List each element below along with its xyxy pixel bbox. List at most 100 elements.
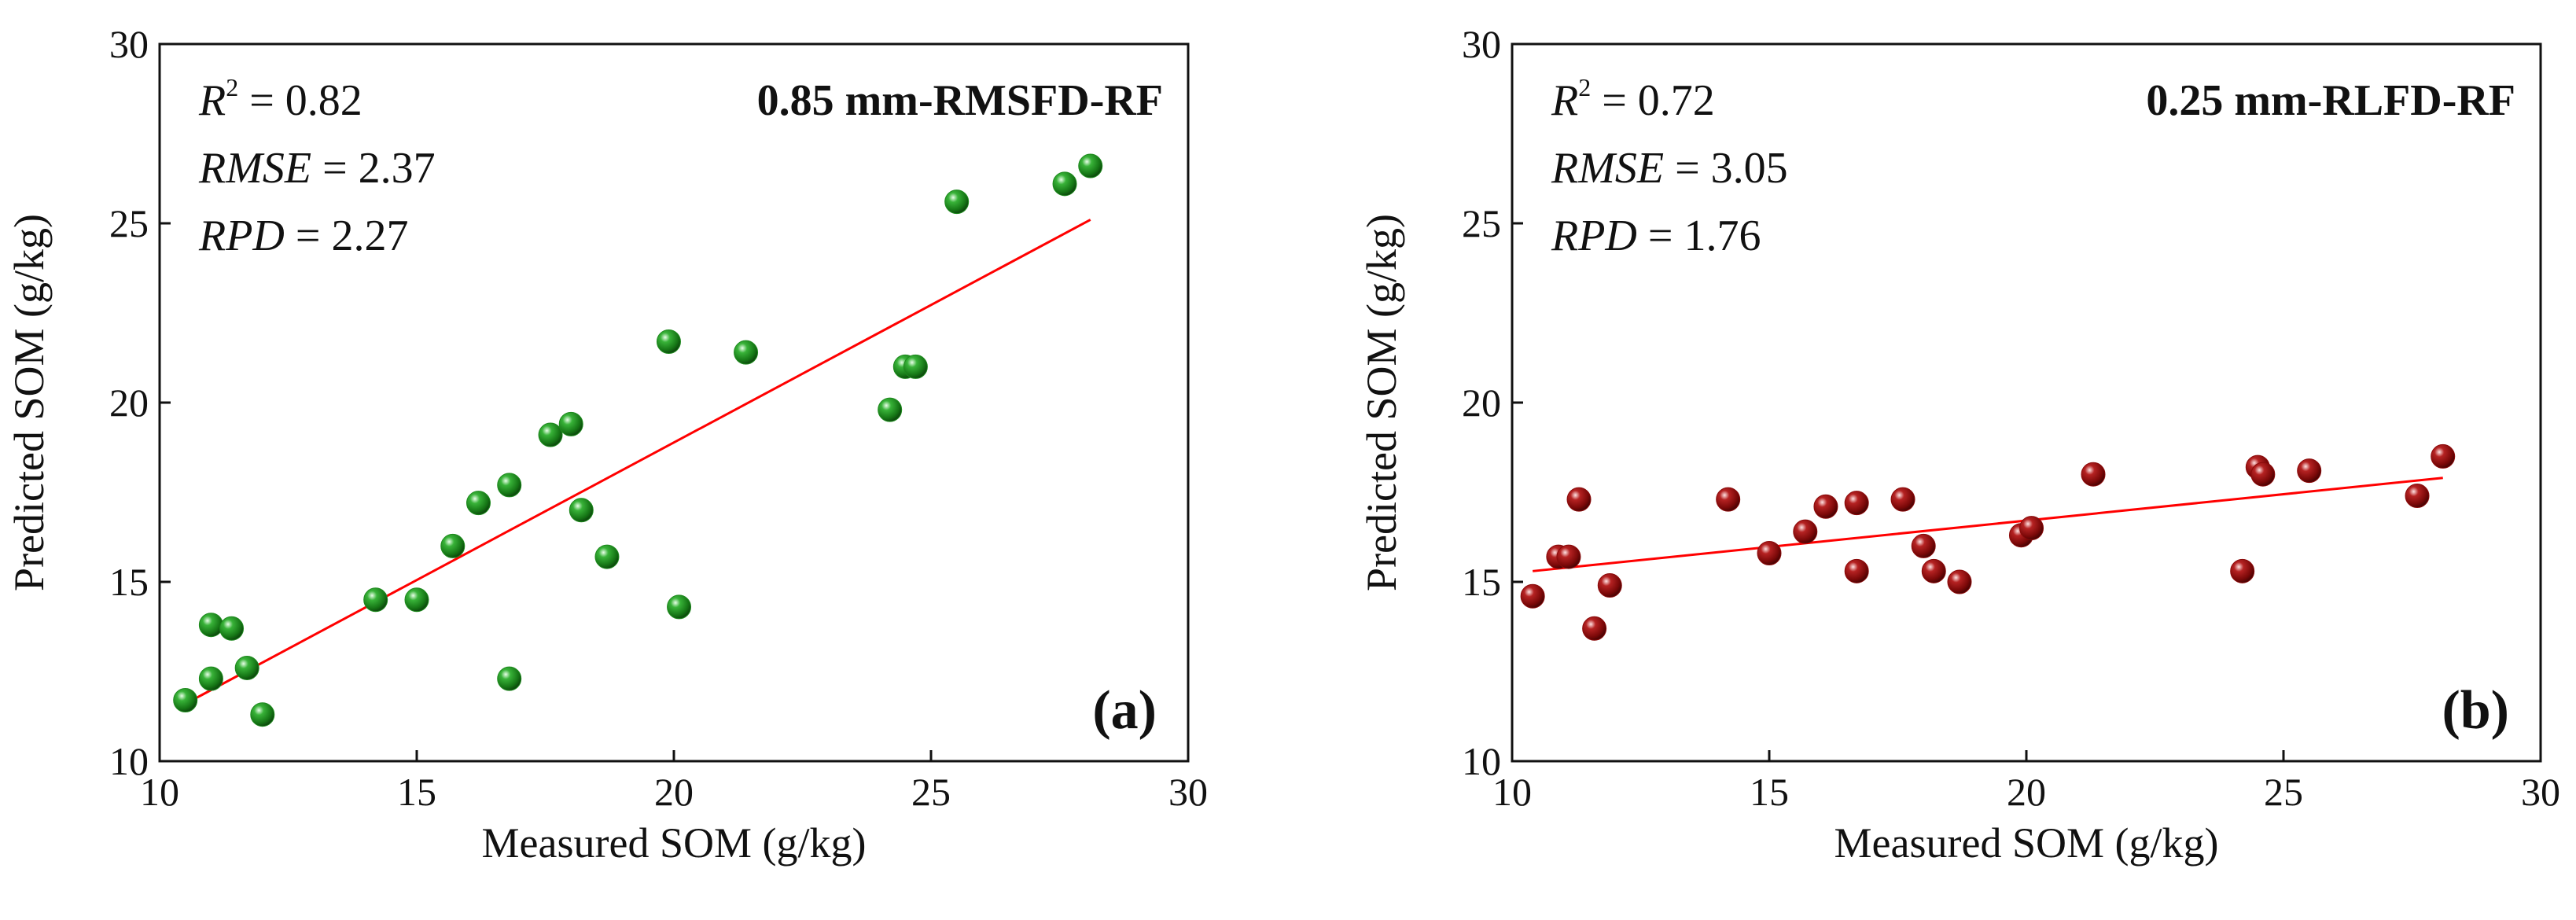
data-point [250, 702, 275, 727]
x-tick-label: 15 [397, 770, 436, 814]
r2-symbol-a: R [198, 76, 226, 125]
data-point [1716, 487, 1741, 512]
rmse-stat-b: RMSE = 3.05 [1551, 144, 1788, 193]
data-point [404, 587, 429, 613]
data-point [1947, 569, 1972, 594]
data-point [1566, 487, 1592, 512]
regression-line-b [1533, 477, 2443, 572]
model-label-b: 0.25 mm-RLFD-RF [2146, 76, 2515, 125]
r2-symbol-b: R [1551, 76, 1578, 125]
data-point [2297, 458, 2322, 484]
model-label-a: 0.85 mm-RMSFD-RF [757, 76, 1163, 125]
y-tick-label: 20 [109, 381, 149, 425]
rpd-symbol-a: RPD [198, 212, 285, 260]
y-tick-label: 15 [109, 560, 149, 604]
rpd-stat-a: RPD = 2.27 [198, 212, 408, 260]
x-tick-label: 30 [1168, 770, 1208, 814]
y-tick-label: 20 [1462, 381, 1501, 425]
data-points-b [1520, 443, 2456, 641]
y-tick-label: 25 [109, 201, 149, 245]
data-point [1844, 558, 1869, 583]
r2-superscript-b: 2 [1578, 73, 1591, 101]
x-axis-ticks-a: 10 15 20 25 30 [140, 750, 1208, 814]
y-tick-label: 10 [1462, 739, 1501, 783]
y-tick-label: 30 [1462, 22, 1501, 66]
r2-stat-b: R2 = 0.72 [1551, 73, 1715, 125]
x-tick-label: 30 [2521, 770, 2560, 814]
data-point [569, 498, 594, 523]
r2-stat-a: R2 = 0.82 [198, 73, 362, 125]
data-point [198, 666, 223, 691]
r2-value-a: = 0.82 [238, 76, 362, 125]
data-point [466, 491, 491, 516]
rmse-stat-a: RMSE = 2.37 [198, 144, 436, 193]
y-tick-label: 10 [109, 739, 149, 783]
r2-superscript-a: 2 [226, 73, 238, 101]
data-point [173, 687, 198, 712]
r2-value-b: = 0.72 [1591, 76, 1715, 125]
x-tick-label: 10 [140, 770, 179, 814]
data-point [497, 473, 522, 498]
x-tick-label: 25 [2264, 770, 2303, 814]
scatter-panel-a: 10 15 20 25 30 10 15 20 25 30 Measured SOM (g/kg… [6, 22, 1208, 867]
data-point [1052, 171, 1077, 197]
data-point [1597, 573, 1622, 598]
y-axis-title-a: Predicted SOM (g/kg) [6, 214, 53, 591]
data-points-a [173, 153, 1103, 727]
x-axis-title-b: Measured SOM (g/kg) [1834, 819, 2219, 867]
x-axis-ticks-b: 10 15 20 25 30 [1492, 750, 2560, 814]
rmse-symbol-b: RMSE [1551, 144, 1664, 193]
data-point [2250, 462, 2276, 487]
y-axis-ticks-b: 10 15 20 25 30 [1462, 22, 1523, 783]
panel-label-b: (b) [2442, 680, 2509, 741]
data-point [497, 666, 522, 691]
data-point [878, 397, 903, 422]
y-tick-label: 15 [1462, 560, 1501, 604]
data-point [1921, 558, 1946, 583]
data-point [538, 422, 563, 447]
data-point [1520, 583, 1545, 609]
y-tick-label: 30 [109, 22, 149, 66]
regression-line-a [184, 219, 1091, 705]
data-point [1757, 541, 1782, 566]
panel-label-a: (a) [1092, 680, 1157, 741]
y-axis-ticks-a: 10 15 20 25 30 [109, 22, 171, 783]
data-point [2405, 484, 2430, 509]
data-point [1582, 616, 1607, 641]
data-point [734, 340, 759, 365]
data-point [1844, 491, 1869, 516]
data-point [1556, 544, 1581, 569]
x-tick-label: 10 [1492, 770, 1532, 814]
data-point [1813, 494, 1838, 519]
data-point [234, 655, 259, 680]
x-tick-label: 15 [1750, 770, 1789, 814]
rmse-value-a: = 2.37 [311, 144, 436, 193]
data-point [1078, 153, 1103, 178]
data-point [944, 190, 970, 215]
data-point [363, 587, 388, 613]
rpd-value-a: = 2.27 [285, 212, 409, 260]
data-point [1911, 533, 1936, 558]
data-point [2431, 443, 2456, 469]
rpd-symbol-b: RPD [1551, 212, 1637, 260]
data-point [558, 411, 583, 436]
rpd-stat-b: RPD = 1.76 [1551, 212, 1761, 260]
data-point [440, 533, 466, 558]
data-point [198, 613, 223, 638]
x-tick-label: 20 [654, 770, 694, 814]
data-point [903, 354, 928, 379]
x-tick-label: 20 [2007, 770, 2046, 814]
data-point [656, 329, 681, 354]
rmse-symbol-a: RMSE [198, 144, 311, 193]
x-axis-title-a: Measured SOM (g/kg) [482, 819, 867, 867]
data-point [219, 616, 245, 641]
data-point [594, 544, 620, 569]
rmse-value-b: = 3.05 [1664, 144, 1788, 193]
data-point [2230, 558, 2255, 583]
data-point [2019, 516, 2044, 541]
data-point [2081, 462, 2106, 487]
scatter-panel-b: 10 15 20 25 30 10 15 20 25 30 Measured SOM (g/kg… [1358, 22, 2560, 867]
rpd-value-b: = 1.76 [1637, 212, 1761, 260]
data-point [667, 594, 692, 620]
